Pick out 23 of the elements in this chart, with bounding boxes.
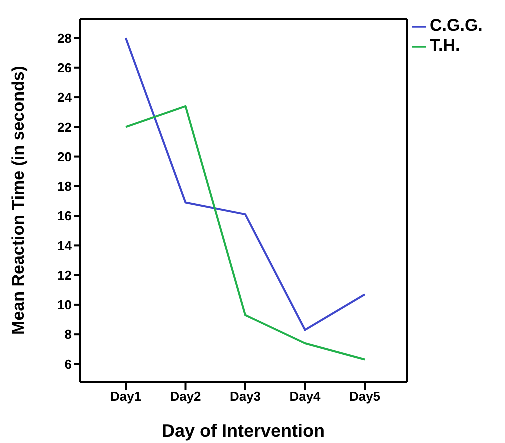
y-tick-label: 26 — [58, 60, 72, 76]
x-tick-label: Day2 — [170, 389, 202, 404]
line-series — [125, 105, 366, 361]
y-tick-label: 24 — [58, 90, 73, 106]
y-tick-label: 28 — [58, 30, 72, 46]
x-tick-label: Day4 — [290, 389, 322, 404]
y-axis-title: Mean Reaction Time (in seconds) — [9, 66, 28, 335]
x-tick-label: Day1 — [110, 389, 142, 404]
y-tick-label: 22 — [58, 120, 72, 135]
line-series — [125, 37, 366, 332]
x-tick-label: Day3 — [230, 389, 262, 404]
y-tick-label: 10 — [58, 298, 72, 313]
y-tick-label: 14 — [58, 238, 73, 254]
x-tick-label: Day5 — [349, 389, 381, 404]
y-tick-label: 8 — [64, 327, 72, 342]
y-tick-label: 18 — [58, 179, 72, 194]
y-tick-label: 6 — [64, 356, 72, 372]
legend-label: C.G.G. — [430, 16, 483, 35]
x-axis-title: Day of Intervention — [162, 421, 326, 441]
y-tick-label: 20 — [58, 149, 72, 164]
y-tick-label: 12 — [58, 268, 72, 283]
legend-label: T.H. — [430, 36, 460, 55]
y-tick-label: 16 — [58, 208, 72, 224]
